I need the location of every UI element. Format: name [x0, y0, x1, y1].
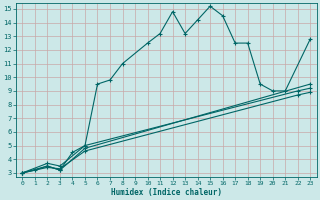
X-axis label: Humidex (Indice chaleur): Humidex (Indice chaleur): [111, 188, 222, 197]
